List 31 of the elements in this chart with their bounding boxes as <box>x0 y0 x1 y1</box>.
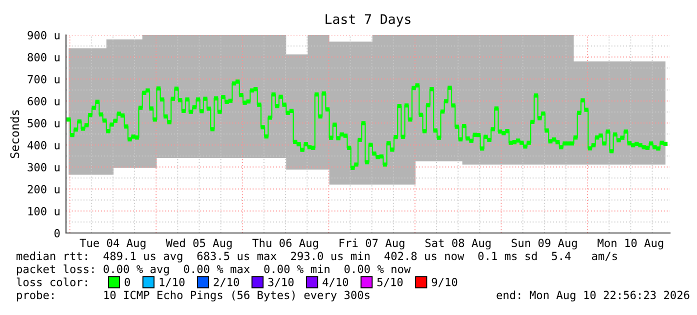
legend-label: 2/10 <box>214 278 240 288</box>
y-tick-label: 700 u <box>28 75 60 84</box>
text: packet loss: 0.00 % avg 0.00 % max 0.00 % min 0.00 % now <box>17 264 411 276</box>
y-axis-title: Seconds <box>10 110 20 158</box>
text: end: Mon Aug 10 22:56:23 2026 <box>496 290 690 302</box>
legend-label: 4/10 <box>322 278 348 288</box>
legend-title: loss color: <box>16 278 87 286</box>
legend-label: 1/10 <box>160 278 185 288</box>
chart-title: Last 7 Days <box>326 14 410 27</box>
y-tick-label: 900 u <box>28 31 60 40</box>
y-tick-label: 0 <box>54 229 60 238</box>
y-tick-label: 600 u <box>28 97 60 106</box>
x-tick-label: Mon 10 Aug <box>598 238 664 250</box>
x-tick-label: Tue 04 Aug <box>80 238 146 250</box>
y-tick-label: 300 u <box>28 163 60 172</box>
y-tick-label: 500 u <box>28 119 60 128</box>
y-tick-label: 400 u <box>28 141 60 150</box>
x-tick-label: Wed 05 Aug <box>166 238 232 250</box>
y-tick-label: 200 u <box>28 185 60 194</box>
x-tick-label: Sun 09 Aug <box>512 238 577 250</box>
text: median rtt: 489.1 us avg 683.5 us max 293.0 us min 402.8 us now 0.1 ms sd 5.4 am/s <box>16 252 617 262</box>
legend-label: 9/10 <box>432 278 458 288</box>
x-tick-label: Thu 06 Aug <box>252 238 318 250</box>
x-tick-label: Sat 08 Aug <box>425 238 491 250</box>
y-tick-label: 100 u <box>28 207 60 216</box>
y-tick-label: 800 u <box>28 53 60 62</box>
legend-label: 0 <box>124 278 130 286</box>
legend-label: 5/10 <box>377 278 403 288</box>
legend-label: 3/10 <box>268 278 294 288</box>
x-tick-label: Fri 07 Aug <box>340 238 404 250</box>
text: probe: 10 ICMP Echo Pings (56 Bytes) every 300s <box>17 290 370 302</box>
